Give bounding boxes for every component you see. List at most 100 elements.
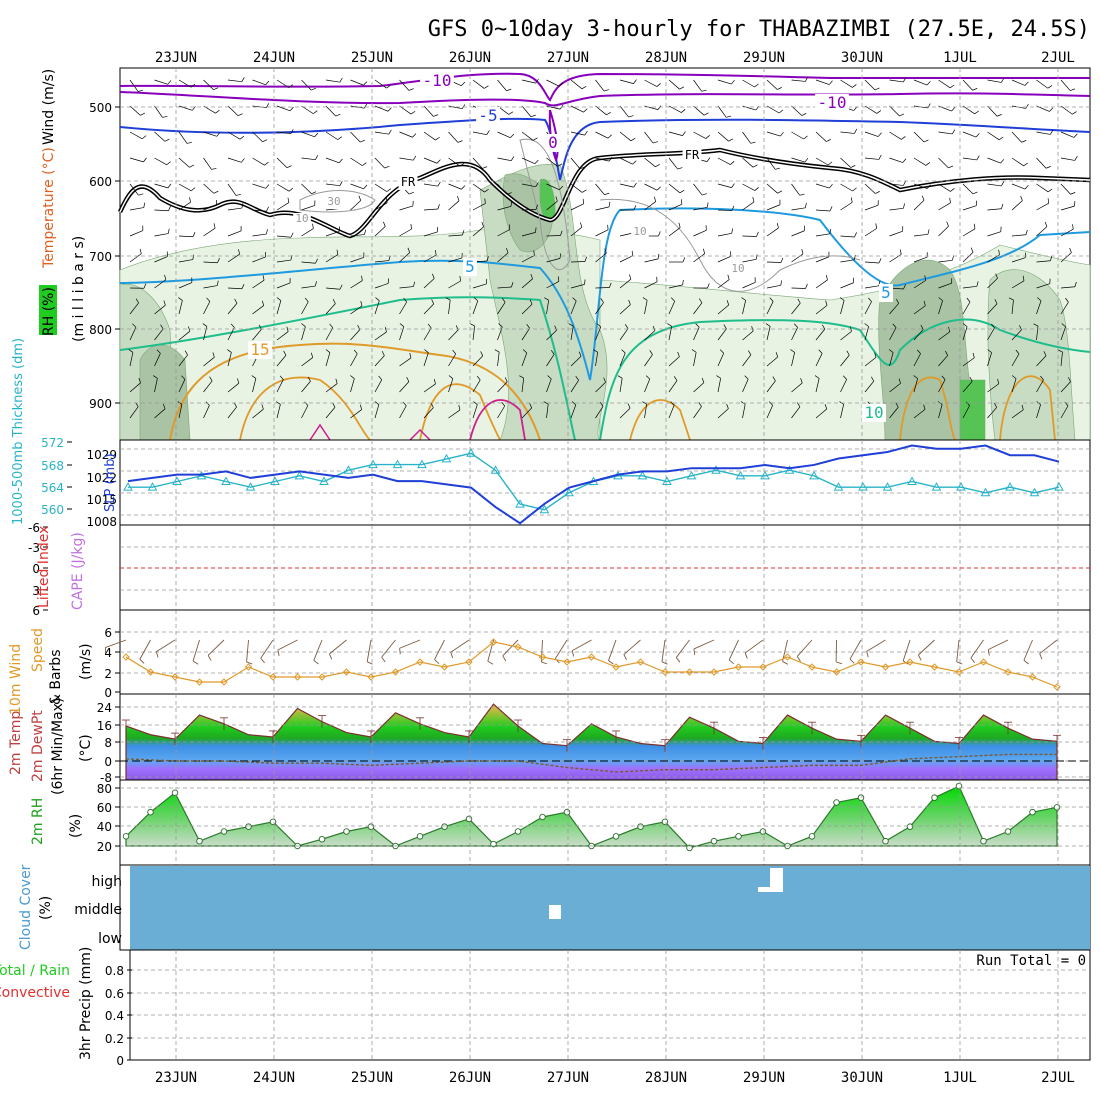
wind-barb [693,131,707,139]
wind-barb-flag [678,222,681,228]
wind-barb-flag [974,110,979,115]
wind-barb-flag [452,349,456,355]
wind-barb-flag [607,134,612,139]
wind-barb [815,353,823,367]
wind-barb-flag [580,222,583,228]
wind-barb [864,357,877,367]
wind10-barb-flag [1023,659,1029,665]
wind-barb [668,203,682,211]
wind-barb [864,326,869,341]
wind-barb-flag [1072,111,1077,115]
contour-label: 10 [633,225,646,238]
wind-barb [129,382,141,393]
wind-barb [987,105,998,117]
wind-barb-flag [673,376,678,381]
wind-barb-flag [137,89,143,92]
wind-barb-flag [132,323,137,328]
wind-barb [203,261,218,264]
wind-barb-flag [276,297,282,301]
wind-barb-flag [1021,404,1024,410]
wind-barb [619,157,633,165]
rh-marker [808,833,816,840]
wind-barb [1036,131,1051,135]
wind-barb-flag [679,190,685,194]
wind-barb [791,131,804,140]
wind-barb [889,105,900,117]
wind-barb [448,183,462,190]
wind10-barb-flag [541,661,548,665]
wind-barb-flag [511,282,514,288]
wind-barb-flag [506,192,512,195]
wind10-panel: 6 4 2 0 10m Wind Speed & Barbs (m/s) [8,609,1091,715]
wind-barb [570,300,577,315]
wind-barb-flag [329,323,334,328]
wind-barb [374,283,389,289]
wind-barb [644,354,653,367]
wind10-barb-flag [849,658,855,664]
thickness-marker [221,476,231,485]
wind-barb [791,253,804,263]
wind10-barb [661,639,666,662]
wind-barb-flag [579,166,585,170]
wind-speed-marker [171,673,179,681]
thickness-marker [172,476,182,485]
wind-barb-flag [852,84,857,88]
wind-barb [178,201,191,211]
thickness-marker [760,470,770,480]
contour-label-bg [398,176,418,190]
contour-label: FR [685,148,700,162]
wind-barb [938,331,951,341]
wind-barb-flag [608,156,613,162]
thickness-marker [392,459,403,469]
wind-barb-flag [854,128,858,134]
wind-barb [938,202,951,211]
wind-barb-flag [1072,224,1074,230]
wind-barb-flag [167,80,172,85]
wind10-barb [434,639,445,660]
wind-barb-flag [682,257,686,263]
wind-barb-flag [703,112,709,116]
wind-barb-flag [966,297,971,303]
wind-barb-flag [167,228,170,234]
rh-panel: 80 60 40 20 2m RH (%) [30,779,1091,866]
wind-barb [448,131,459,143]
wind-barb-flag [878,258,882,264]
wind-barb [962,183,974,195]
wind-barb-flag [913,375,918,379]
thickness-marker [809,470,819,480]
rh-marker [735,833,742,840]
wind-barb-flag [262,275,265,281]
wind-barb-flag [215,109,220,114]
wind-barb [962,405,970,419]
wind-barb [374,79,387,89]
wind-barb-flag [555,196,558,202]
wind-barb [521,255,535,263]
wind-barb-flag [1047,85,1053,89]
wind-barb-flag [289,106,294,112]
contour-label-bg [879,284,893,302]
rh-marker [710,837,718,845]
wind-barb-flag [307,376,311,382]
rh-marker [906,823,914,830]
wind-barb [521,304,533,315]
wind-barb [644,404,648,419]
wind-barb-flag [378,375,383,380]
wind-barb-flag [234,298,238,304]
wind-barb [619,131,632,142]
wind-barb [448,200,460,211]
wind-barb-flag [266,206,269,212]
wind-barb-flag [498,323,503,328]
wind-barb [619,105,629,118]
wind-barb [840,354,850,367]
wind-barb [276,300,282,315]
wind-barb [276,355,287,367]
cloud-units: (%) [38,896,54,920]
wind-barb-flag [481,221,484,227]
wind-barb-flag [728,138,734,142]
thickness-marker [784,465,795,474]
wind-barb-flag [677,351,680,357]
wind-barb [595,406,604,419]
wind-barb-flag [216,132,221,137]
